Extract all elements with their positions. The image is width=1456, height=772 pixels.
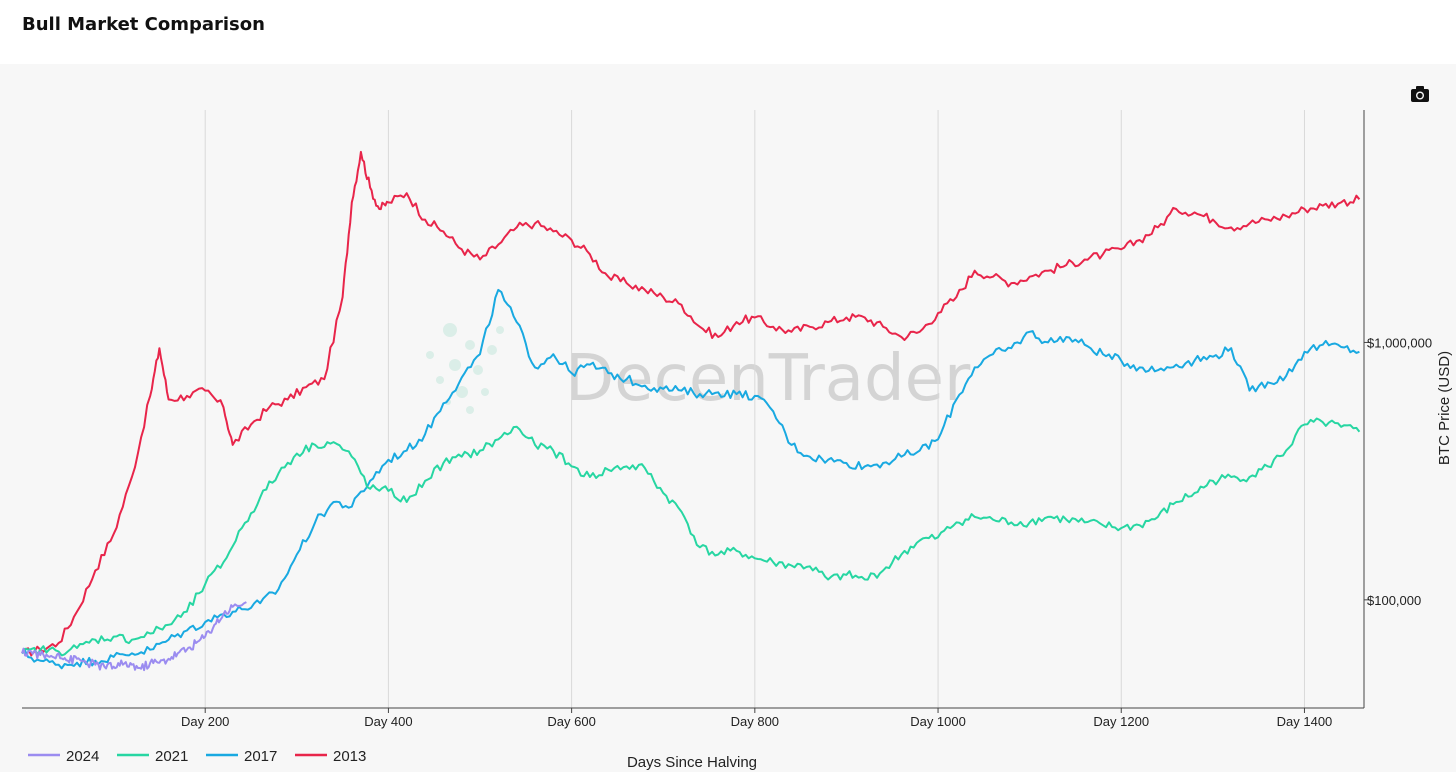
legend[interactable]: 2024 2021 2017 2013 <box>28 748 366 765</box>
x-tick-label: Day 1400 <box>1277 714 1333 729</box>
watermark-dot <box>426 351 434 359</box>
x-tick-label: Day 800 <box>731 714 779 729</box>
watermark: DecenTrader <box>426 323 971 416</box>
legend-label: 2017 <box>244 748 277 765</box>
legend-label: 2013 <box>333 748 366 765</box>
series-line-2013 <box>21 150 1361 657</box>
y-tick-label: $100,000 <box>1367 593 1421 608</box>
x-tick-label: Day 1000 <box>910 714 966 729</box>
x-axis-label: Days Since Halving <box>627 754 757 771</box>
x-tick-label: Day 1200 <box>1093 714 1149 729</box>
x-tick-label: Day 200 <box>181 714 229 729</box>
watermark-dot <box>481 388 489 396</box>
y-tick-label: $1,000,000 <box>1367 335 1432 350</box>
axes <box>22 110 1365 709</box>
x-tick-label: Day 400 <box>364 714 412 729</box>
watermark-dot <box>487 345 497 355</box>
series-line-2021 <box>21 417 1361 657</box>
tick-labels: Day 200 Day 400 Day 600 Day 800 Day 1000 Day … <box>181 335 1432 729</box>
watermark-dot <box>436 376 444 384</box>
series-line-2024 <box>21 601 247 672</box>
chart-area <box>0 64 1456 772</box>
series-line-2017 <box>21 288 1360 670</box>
camera-icon[interactable] <box>1410 85 1430 103</box>
watermark-dot <box>449 359 461 371</box>
watermark-dot <box>443 323 457 337</box>
legend-item-2013[interactable]: 2013 <box>295 748 366 765</box>
watermark-dot <box>466 406 474 414</box>
y-axis-label: BTC Price (USD) <box>1436 351 1453 465</box>
page-title: Bull Market Comparison <box>22 14 265 35</box>
x-tick-label: Day 600 <box>547 714 595 729</box>
watermark-dot <box>496 326 504 334</box>
header: Bull Market Comparison <box>0 0 1456 64</box>
watermark-dot <box>445 399 451 405</box>
legend-label: 2024 <box>66 748 99 765</box>
legend-label: 2021 <box>155 748 188 765</box>
legend-item-2017[interactable]: 2017 <box>206 748 277 765</box>
watermark-dot <box>456 386 468 398</box>
grid <box>204 110 1305 708</box>
legend-item-2024[interactable]: 2024 <box>28 748 99 765</box>
watermark-dot <box>473 365 483 375</box>
series-lines <box>21 150 1361 672</box>
watermark-dot <box>465 340 475 350</box>
legend-item-2021[interactable]: 2021 <box>117 748 188 765</box>
